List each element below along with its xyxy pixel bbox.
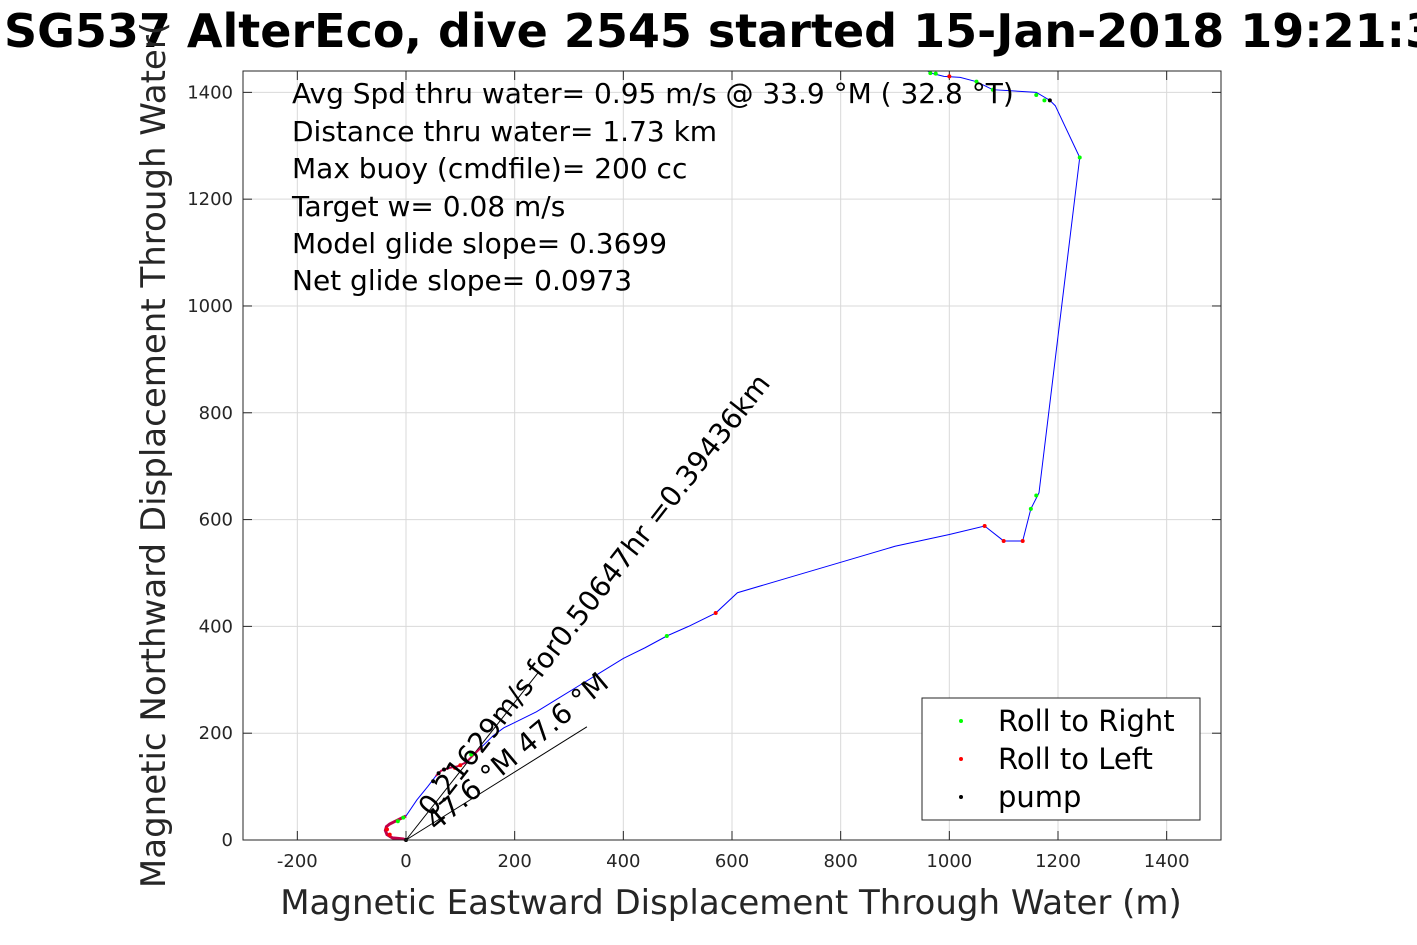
x-axis-label: Magnetic Eastward Displacement Through W… [280, 883, 1182, 923]
y-tick-label: 0 [222, 830, 233, 851]
pump-point [1047, 98, 1052, 103]
y-axis-label: Magnetic Northward Displacement Through … [134, 22, 174, 888]
x-tick-label: 1200 [1035, 851, 1081, 872]
x-tick-label: 0 [400, 851, 411, 872]
axes-box [242, 70, 1222, 841]
stat-max-buoy: Max buoy (cmdfile)= 200 cc [292, 152, 687, 185]
legend-box [921, 697, 1201, 821]
roll-right-point [664, 634, 669, 639]
legend-label-pump: pump [998, 780, 1081, 814]
roll-left-point [452, 765, 457, 770]
y-tick-label: 600 [199, 510, 233, 531]
x-tick-label: 600 [715, 851, 749, 872]
roll-right-point [1034, 493, 1039, 498]
roll-right-point [1034, 93, 1039, 98]
x-tick-label: 1400 [1144, 851, 1190, 872]
x-tick-label: 200 [497, 851, 531, 872]
pump-point [431, 779, 436, 784]
y-tick-label: 1000 [187, 296, 233, 317]
roll-right-point [1028, 506, 1033, 511]
x-tick-labels: -200 0 200 400 600 800 1000 1200 1400 [277, 851, 1190, 872]
roll-right-point [401, 815, 406, 820]
y-tick-label: 1400 [187, 82, 233, 103]
y-tick-label: 400 [199, 616, 233, 637]
chart-title: SG537 AlterEco, dive 2545 started 15-Jan… [4, 4, 1417, 58]
roll-left-point [384, 827, 389, 832]
stat-distance: Distance thru water= 1.73 km [292, 115, 717, 148]
roll-left-point [1020, 538, 1025, 543]
roll-left-point [713, 611, 718, 616]
pump-point [436, 771, 441, 776]
stat-target-w: Target w= 0.08 m/s [291, 190, 565, 223]
current-line-2 [405, 726, 588, 841]
y-tick-labels: 0 200 400 600 800 1000 1200 1400 [187, 82, 233, 851]
roll-right-point [990, 87, 995, 92]
legend-marker-roll-right [959, 719, 963, 723]
x-tick-label: 1000 [926, 851, 972, 872]
roll-right-point [974, 79, 979, 84]
legend: Roll to Right Roll to Left pump [921, 697, 1201, 821]
y-tick-label: 200 [199, 723, 233, 744]
x-tick-label: 800 [823, 851, 857, 872]
roll-left-point [947, 74, 952, 79]
roll-right-point [928, 71, 933, 76]
data-series [383, 70, 1082, 842]
stat-model-glide: Model glide slope= 0.3699 [292, 227, 667, 260]
y-tick-label: 1200 [187, 189, 233, 210]
legend-marker-roll-left [959, 757, 963, 761]
stats-annotation: Avg Spd thru water= 0.95 m/s @ 33.9 °M (… [291, 77, 1014, 297]
roll-left-point [1001, 538, 1006, 543]
near-origin-markers [435, 745, 483, 777]
pump-point [442, 767, 447, 772]
roll-left-point [982, 523, 987, 528]
roll-right-point [933, 71, 938, 76]
roll-right-point [469, 752, 474, 757]
legend-label-roll-left: Roll to Left [998, 742, 1153, 776]
stat-net-glide: Net glide slope= 0.0973 [292, 264, 632, 297]
roll-left-point [458, 763, 463, 768]
legend-label-roll-right: Roll to Right [998, 704, 1175, 738]
x-tick-label: 400 [606, 851, 640, 872]
stat-avg-speed: Avg Spd thru water= 0.95 m/s @ 33.9 °M (… [292, 77, 1014, 110]
roll-right-point [1042, 98, 1047, 103]
y-tick-label: 800 [199, 403, 233, 424]
legend-marker-pump [959, 795, 963, 799]
x-tick-label: -200 [277, 851, 318, 872]
tick-marks [243, 71, 1221, 841]
roll-left-point [387, 832, 392, 837]
roll-right-point [1077, 155, 1082, 160]
roll-right-point [395, 819, 400, 824]
